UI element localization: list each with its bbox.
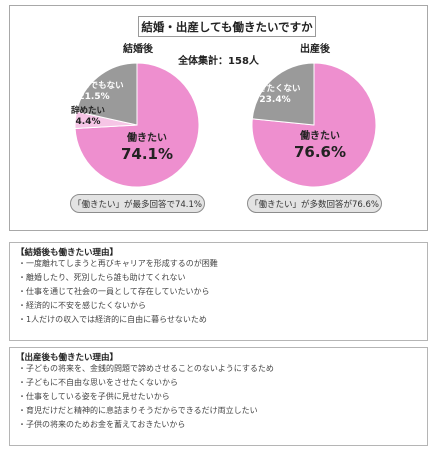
pie-title-birth: 出産後 bbox=[300, 44, 330, 55]
reason-item: ・子どもの将来を、金銭的問題で諦めさせることのないようにするため bbox=[18, 364, 274, 373]
reason-item: ・経済的に不安を感じたくないから bbox=[18, 301, 146, 310]
survey-title: 結婚・出産しても働きたいですか bbox=[138, 16, 316, 37]
reason-item: ・子どもに不自由な思いをさせたくないから bbox=[18, 378, 178, 387]
reasons-marriage-box: 【結婚後も働きたい理由】 ・一度離れてしまうと再びキャリアを形成するのが困難 ・… bbox=[9, 242, 428, 341]
slice-value-label: 74.1% bbox=[121, 145, 173, 163]
slice-value-label: 23.4% bbox=[259, 95, 290, 105]
slice-value-label: 4.4% bbox=[76, 117, 101, 127]
pie-title-marriage: 結婚後 bbox=[123, 44, 153, 55]
pie-charts: 働きたい74.1%辞めたい4.4%どちらでもない21.5%働きたい76.6%働き… bbox=[64, 62, 376, 187]
reason-item: ・育児だけだと精神的に息詰まりそうだからできるだけ両立したい bbox=[18, 406, 258, 415]
reason-item: ・1人だけの収入では経済的に自由に暮らせないため bbox=[18, 315, 207, 324]
slice-label: 働きたい bbox=[126, 131, 167, 144]
reason-item: ・仕事を通じて社会の一員として存在していたいから bbox=[18, 287, 210, 296]
total-respondents: 全体集計：158人 bbox=[178, 56, 259, 67]
reasons-marriage-header: 【結婚後も働きたい理由】 bbox=[16, 248, 119, 258]
reason-item: ・離婚したり、死別したら誰も助けてくれない bbox=[18, 273, 186, 282]
reasons-birth-box: 【出産後も働きたい理由】 ・子どもの将来を、金銭的問題で諦めさせることのないよう… bbox=[9, 347, 428, 446]
pie-slice bbox=[251, 62, 315, 126]
summary-pill-birth: 「働きたい」が多数回答が76.6% bbox=[247, 194, 382, 213]
slice-label: どちらでもない bbox=[64, 80, 123, 91]
reason-item: ・仕事をしている姿を子供に見せたいから bbox=[18, 392, 170, 401]
pie-slice bbox=[75, 62, 138, 126]
reason-item: ・一度離れてしまうと再びキャリアを形成するのが困難 bbox=[18, 259, 218, 268]
reasons-birth-header: 【出産後も働きたい理由】 bbox=[16, 353, 119, 363]
slice-value-label: 76.6% bbox=[294, 143, 346, 161]
reason-item: ・子供の将来のためお金を蓄えておきたいから bbox=[18, 420, 186, 429]
slice-label: 働きたくない bbox=[248, 83, 300, 94]
slice-value-label: 21.5% bbox=[78, 92, 109, 102]
slice-label: 辞めたい bbox=[71, 105, 105, 116]
slice-label: 働きたい bbox=[299, 129, 340, 142]
summary-pill-marriage: 「働きたい」が最多回答で74.1% bbox=[70, 194, 205, 213]
